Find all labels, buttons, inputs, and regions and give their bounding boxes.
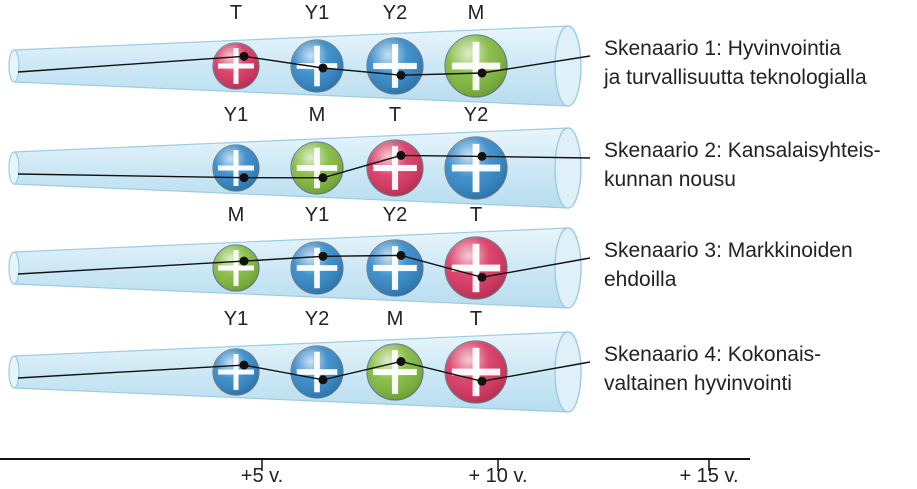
scenario-label: Skenaario 3: Markkinoiden ehdoilla [604, 236, 916, 294]
timeline-tick-label: + 15 v. [679, 465, 738, 487]
path-point [239, 51, 249, 61]
node-cross-horizontal [451, 62, 501, 70]
scenario-label-line: ja turvallisuutta teknologialla [604, 66, 867, 89]
scenario-label-line: Skenaario 1: Hyvinvointia [604, 37, 841, 60]
scenario-node-y2: Y2 [366, 204, 424, 297]
node-cross-horizontal [296, 63, 338, 69]
scenario-label: Skenaario 2: Kansalaisyhteis-kunnan nous… [604, 136, 916, 194]
path-point [318, 375, 328, 385]
node-letter: Y1 [305, 204, 329, 226]
path-point [396, 250, 406, 260]
tube-start-cap [8, 355, 20, 389]
scenario-node-m: M [366, 308, 424, 401]
scenario-row: Y1 Y2 M T [8, 308, 591, 413]
scenario-node-t: T [444, 204, 508, 300]
scenario-node-y1: Y1 [212, 308, 260, 396]
path-point [477, 376, 487, 386]
path-point [318, 63, 328, 73]
node-cross-horizontal [451, 264, 501, 272]
tube-start-cap [8, 251, 20, 285]
tube-start-cap [8, 49, 20, 83]
path-point [318, 251, 328, 261]
node-letter: Y1 [224, 308, 248, 330]
node-letter: T [389, 104, 401, 126]
scenario-node-m: M [290, 104, 344, 195]
scenario-label-line: Skenaario 3: Markkinoiden [604, 239, 853, 262]
node-letter: Y2 [305, 308, 329, 330]
node-cross-horizontal [218, 63, 254, 69]
node-cross-horizontal [296, 265, 338, 271]
node-letter: Y1 [224, 104, 248, 126]
node-cross-horizontal [218, 165, 254, 171]
node-cross-horizontal [373, 264, 417, 272]
scenario-node-m: M [444, 2, 508, 98]
path-point [396, 150, 406, 160]
path-point [239, 360, 249, 370]
scenario-node-y2: Y2 [290, 308, 344, 399]
scenario-row: T Y1 Y2 M [8, 2, 591, 107]
scenario-node-y1: Y1 [290, 2, 344, 93]
path-point [477, 151, 487, 161]
node-letter: T [470, 308, 482, 330]
timeline-tick-label: + 10 v. [468, 465, 527, 487]
scenario-node-y2: Y2 [444, 104, 508, 200]
node-cross-horizontal [451, 368, 501, 376]
tube-end-cap [554, 227, 582, 309]
scenario-label: Skenaario 1: Hyvinvointia ja turvallisuut… [604, 34, 916, 92]
tube-end-cap [554, 127, 582, 209]
path-point [396, 357, 406, 366]
node-letter: T [230, 2, 242, 24]
path-point [239, 256, 249, 266]
tube-start-cap [8, 151, 20, 185]
node-letter: Y1 [305, 2, 329, 24]
node-cross-horizontal [373, 368, 417, 376]
scenario-label: Skenaario 4: Kokonais-valtainen hyvinvoi… [604, 340, 916, 398]
timeline-axis: +5 v. + 10 v. + 15 v. [0, 458, 750, 487]
node-cross-horizontal [218, 369, 254, 375]
node-letter: M [387, 308, 404, 330]
scenario-node-t: T [444, 308, 508, 404]
scenario-node-m: M [212, 204, 260, 292]
node-cross-horizontal [373, 62, 417, 70]
scenario-node-y1: Y1 [290, 204, 344, 295]
scenario-path-line [17, 55, 591, 76]
scenario-path-line [17, 154, 591, 179]
scenario-node-t: T [366, 104, 424, 197]
scenario-label-line: Skenaario 4: Kokonais- [604, 343, 822, 366]
path-point [318, 173, 328, 183]
node-cross-horizontal [296, 369, 338, 375]
node-letter: M [228, 204, 245, 226]
node-letter: Y2 [464, 104, 488, 126]
scenario-label-line: Skenaario 2: Kansalaisyhteis- [604, 139, 881, 162]
path-point [477, 272, 487, 282]
path-point [396, 70, 406, 80]
node-cross-horizontal [218, 265, 254, 271]
scenario-row: M Y1 Y2 T [8, 204, 591, 309]
tube-end-cap [554, 25, 582, 107]
node-letter: T [470, 204, 482, 226]
scenario-node-y2: Y2 [366, 2, 424, 95]
tube-end-cap [554, 331, 582, 413]
scenario-path-line [17, 360, 591, 383]
scenario-row: Y1 M T Y2 [8, 104, 591, 209]
node-letter: M [468, 2, 485, 24]
node-letter: Y2 [383, 204, 407, 226]
node-cross-horizontal [373, 164, 417, 172]
node-cross-horizontal [451, 164, 501, 172]
path-point [239, 173, 249, 183]
timeline-tick-label: +5 v. [241, 465, 283, 487]
node-cross-horizontal [296, 165, 338, 171]
scenario-path-line [17, 254, 591, 279]
scenario-label-line: ehdoilla [604, 268, 677, 291]
path-point [477, 68, 487, 78]
node-letter: M [309, 104, 326, 126]
scenario-label-line: valtainen hyvinvointi [604, 372, 792, 395]
scenario-label-line: kunnan nousu [604, 168, 736, 191]
node-letter: Y2 [383, 2, 407, 24]
